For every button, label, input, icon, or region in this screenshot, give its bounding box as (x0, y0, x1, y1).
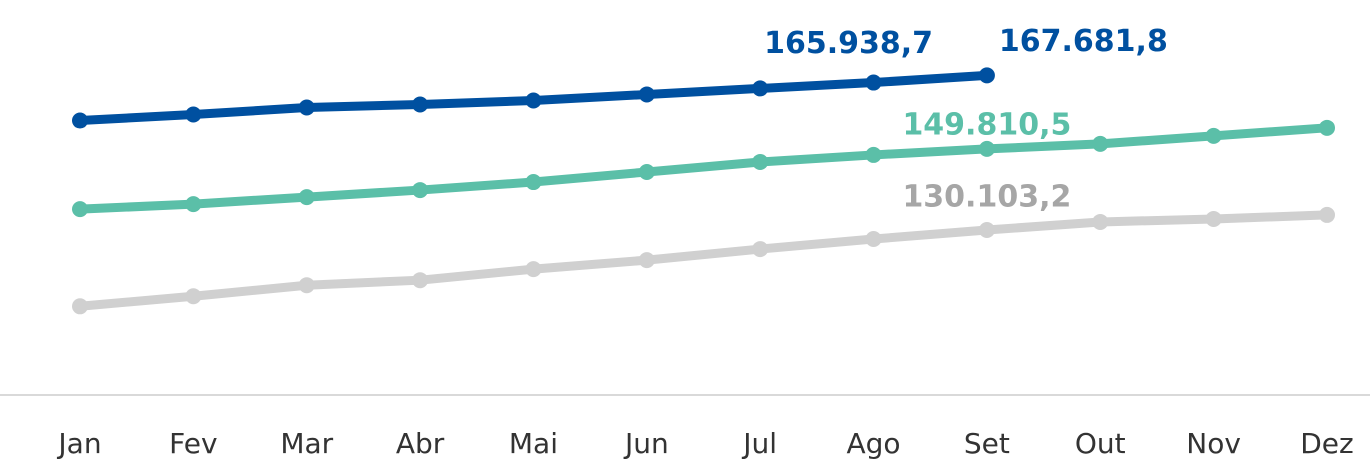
x-tick-label: Jan (56, 427, 101, 460)
data-point (525, 261, 542, 278)
x-tick-label: Dez (1300, 427, 1353, 460)
data-point (1205, 210, 1222, 227)
x-tick-label: Ago (847, 427, 901, 460)
series-line (75, 123, 1332, 214)
data-point (185, 288, 202, 305)
data-point (1092, 213, 1109, 230)
x-tick-label: Jun (623, 427, 669, 460)
data-point (185, 196, 202, 213)
data-point (72, 201, 88, 218)
data-point (298, 189, 315, 206)
data-point (752, 241, 769, 258)
data-point (865, 74, 882, 91)
data-point (978, 140, 995, 157)
x-tick-label: Nov (1186, 427, 1241, 460)
data-point (865, 146, 882, 163)
data-label: 165.938,7 (764, 26, 933, 61)
data-point (412, 182, 429, 199)
x-tick-label: Jul (741, 427, 777, 460)
data-point (978, 67, 995, 84)
data-point (525, 174, 542, 191)
data-label: 167.681,8 (999, 24, 1168, 59)
series-line (75, 210, 1332, 311)
data-point (752, 153, 769, 170)
data-point (865, 231, 882, 248)
data-point (638, 163, 655, 180)
data-point (412, 272, 429, 289)
x-tick-label: Mai (509, 427, 558, 460)
data-point (185, 106, 202, 123)
data-point (638, 252, 655, 269)
x-tick-label: Abr (396, 427, 445, 460)
data-point (525, 92, 542, 109)
data-point (72, 112, 88, 129)
data-point (298, 277, 315, 294)
data-point (1205, 127, 1222, 144)
data-point (638, 86, 655, 103)
data-point (72, 298, 88, 315)
x-tick-label: Out (1075, 427, 1126, 460)
x-tick-label: Fev (169, 427, 217, 460)
data-point (1319, 206, 1335, 223)
data-label: 130.103,2 (902, 179, 1071, 214)
data-point (412, 96, 429, 113)
data-point (1092, 135, 1109, 152)
x-tick-label: Mar (280, 427, 333, 460)
data-label: 149.810,5 (902, 107, 1071, 142)
data-point (978, 221, 995, 238)
data-point (752, 80, 769, 97)
x-tick-label: Set (964, 427, 1010, 460)
data-point (1319, 119, 1335, 136)
data-point (298, 99, 315, 116)
